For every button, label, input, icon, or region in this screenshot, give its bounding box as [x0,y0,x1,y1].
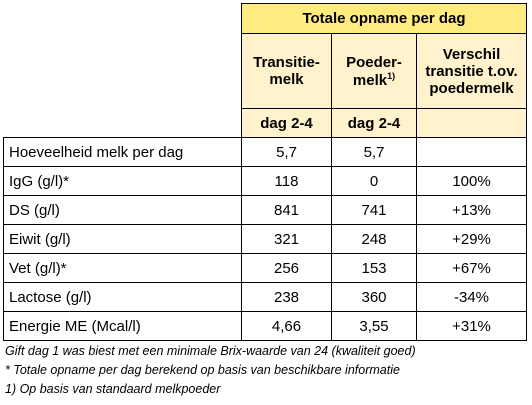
nutrition-table: Totale opname per dag Transitie-melk Poe… [3,3,527,341]
empty-cell [4,4,242,34]
row-label: Lactose (g/l) [3,282,242,312]
data-row: Vet (g/l)* 256 153 +67% [3,253,527,283]
cell: 360 [331,282,417,312]
footnote: Gift dag 1 was biest met een minimale Br… [5,344,416,358]
cell: 248 [331,224,417,254]
cell: +29% [416,224,527,254]
row-label: DS (g/l) [3,195,242,225]
cell: 741 [331,195,417,225]
data-row: Hoeveelheid melk per dag 5,7 5,7 [3,137,527,167]
cell: 256 [241,253,332,283]
cell: 321 [241,224,332,254]
cell: 118 [241,166,332,196]
row-label: IgG (g/l)* [3,166,242,196]
header-line: transitie t.ov. [425,62,518,80]
row-label: Vet (g/l)* [3,253,242,283]
cell: -34% [416,282,527,312]
column-header: Verschil transitie t.ov. poedermelk [416,33,527,109]
subheader: dag 2-4 [331,108,417,138]
data-row: Energie ME (Mcal/l) 4,66 3,55 +31% [3,311,527,341]
header-row: Transitie-melk Poeder-melk1) Verschil tra… [4,33,527,109]
header-line: Transitie- [253,54,320,71]
title-row: Totale opname per dag [4,3,527,34]
header-line: melk [352,71,388,89]
cell: 3,55 [331,311,417,341]
row-label: Eiwit (g/l) [3,224,242,254]
row-label: Energie ME (Mcal/l) [3,311,242,341]
footnote: 1) Op basis van standaard melkpoeder [5,382,221,396]
cell: 4,66 [241,311,332,341]
header-line: Poeder- [346,53,402,71]
data-row: Lactose (g/l) 238 360 -34% [3,282,527,312]
cell: +67% [416,253,527,283]
cell: 5,7 [331,137,417,167]
empty-cell [4,34,242,109]
column-header: Poeder-melk1) [331,33,417,109]
data-row: IgG (g/l)* 118 0 100% [3,166,527,196]
column-header: Transitie-melk [241,33,332,109]
cell: 5,7 [241,137,332,167]
footnote: * Totale opname per dag berekend op basi… [5,363,400,377]
footnote-mark: 1) [387,70,396,81]
cell: +13% [416,195,527,225]
cell [416,137,527,167]
subheader-row: dag 2-4 dag 2-4 [4,108,527,138]
subheader [416,108,527,138]
table-title: Totale opname per dag [241,3,527,34]
empty-cell [4,109,242,138]
data-row: Eiwit (g/l) 321 248 +29% [3,224,527,254]
cell: 153 [331,253,417,283]
cell: 841 [241,195,332,225]
header-line: melk [269,71,304,88]
data-row: DS (g/l) 841 741 +13% [3,195,527,225]
cell: 0 [331,166,417,196]
header-line: Verschil [442,45,501,63]
header-line: poedermelk [429,79,514,97]
cell: 238 [241,282,332,312]
cell: +31% [416,311,527,341]
table-body: Totale opname per dag Transitie-melk Poe… [3,3,527,341]
subheader: dag 2-4 [241,108,332,138]
row-label: Hoeveelheid melk per dag [3,137,242,167]
cell: 100% [416,166,527,196]
